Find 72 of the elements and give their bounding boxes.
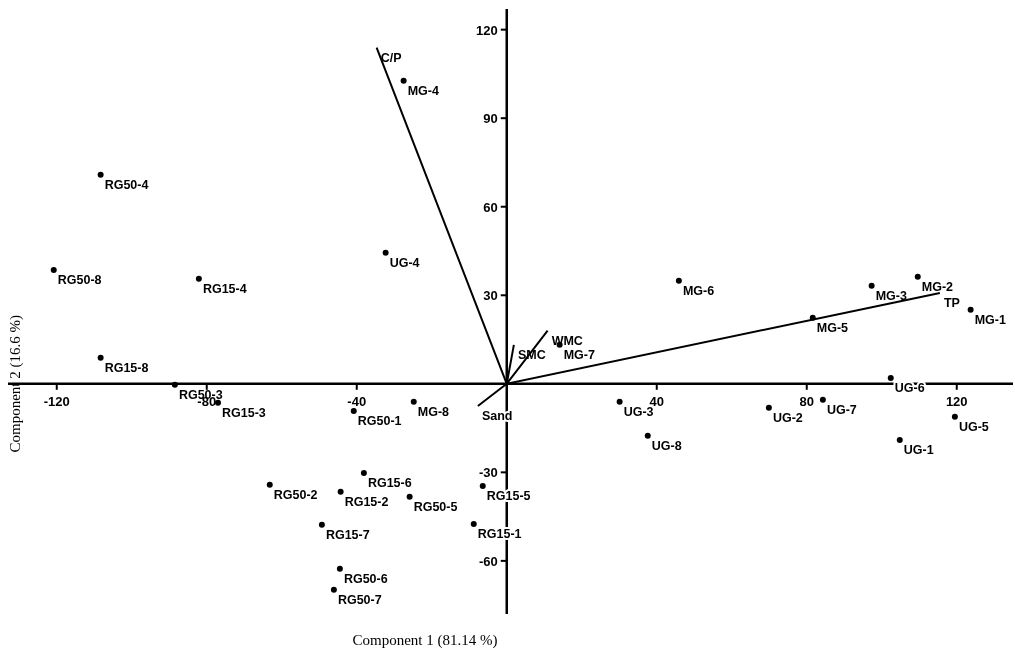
point bbox=[887, 374, 894, 381]
point bbox=[644, 432, 651, 439]
annotation: UG-4 bbox=[389, 255, 420, 270]
point bbox=[896, 436, 903, 443]
point bbox=[868, 282, 875, 289]
point bbox=[330, 586, 337, 593]
point bbox=[266, 481, 273, 488]
annotation: UG-5 bbox=[958, 419, 989, 434]
annotation: RG50-7 bbox=[337, 592, 382, 607]
y-axis-title: Component 2 (16.6 %) bbox=[7, 315, 24, 453]
point bbox=[171, 381, 178, 388]
annotation: RG50-2 bbox=[273, 487, 318, 502]
point bbox=[195, 275, 202, 282]
x-tick-label: -40 bbox=[347, 393, 367, 409]
annotation: RG50-4 bbox=[104, 177, 149, 192]
annotation: RG50-8 bbox=[57, 272, 102, 287]
point bbox=[616, 398, 623, 405]
annotation: UG-7 bbox=[826, 402, 857, 417]
point bbox=[318, 521, 325, 528]
x-tick-label: -120 bbox=[43, 393, 70, 409]
x-axis-title: Component 1 (81.14 %) bbox=[352, 632, 498, 649]
point bbox=[967, 306, 974, 313]
point bbox=[951, 413, 958, 420]
annotation: RG15-3 bbox=[222, 405, 266, 420]
annotation: MG-5 bbox=[816, 320, 849, 335]
y-tick-label: 90 bbox=[483, 111, 498, 127]
annotation: UG-2 bbox=[772, 410, 803, 425]
annotation: RG15-4 bbox=[202, 281, 247, 296]
point bbox=[479, 482, 486, 489]
point bbox=[97, 171, 104, 178]
point bbox=[50, 266, 57, 273]
y-tick-label: 60 bbox=[483, 199, 498, 215]
annotation: WMC bbox=[551, 333, 583, 348]
annotation: RG50-6 bbox=[343, 571, 388, 586]
point bbox=[470, 520, 477, 527]
annotation: UG-1 bbox=[903, 442, 934, 457]
point bbox=[337, 488, 344, 495]
point bbox=[406, 493, 413, 500]
annotation: RG15-7 bbox=[325, 527, 370, 542]
point bbox=[382, 249, 389, 256]
annotation: RG50-1 bbox=[357, 413, 402, 428]
annotation: MG-2 bbox=[921, 279, 954, 294]
y-tick-label: -30 bbox=[478, 465, 498, 481]
annotation: TP bbox=[943, 295, 960, 310]
annotation: C/P bbox=[380, 50, 402, 65]
y-tick-label: -60 bbox=[478, 553, 498, 569]
point bbox=[914, 273, 921, 280]
annotation: RG50-5 bbox=[413, 499, 458, 514]
annotation: UG-8 bbox=[651, 438, 682, 453]
point bbox=[765, 404, 772, 411]
annotation: MG-7 bbox=[563, 347, 595, 362]
annotation: MG-4 bbox=[407, 83, 439, 98]
x-tick-label: 120 bbox=[945, 393, 968, 409]
annotation: UG-6 bbox=[894, 380, 925, 395]
annotation: RG15-2 bbox=[344, 494, 389, 509]
point bbox=[819, 396, 826, 403]
point bbox=[336, 565, 343, 572]
y-tick-label: 120 bbox=[476, 22, 498, 38]
annotation: RG15-6 bbox=[367, 475, 412, 490]
point bbox=[360, 469, 367, 476]
y-tick-label: 30 bbox=[483, 288, 498, 304]
point bbox=[350, 407, 357, 414]
point bbox=[410, 398, 417, 405]
annotation: MG-3 bbox=[875, 288, 907, 303]
annotation: RG15-8 bbox=[104, 360, 149, 375]
annotation: MG-1 bbox=[974, 312, 1006, 327]
point bbox=[675, 277, 682, 284]
annotation: MG-8 bbox=[417, 404, 450, 419]
point bbox=[97, 354, 104, 361]
point bbox=[400, 77, 407, 84]
x-tick-label: 80 bbox=[799, 393, 814, 409]
annotation: MG-6 bbox=[682, 283, 715, 298]
